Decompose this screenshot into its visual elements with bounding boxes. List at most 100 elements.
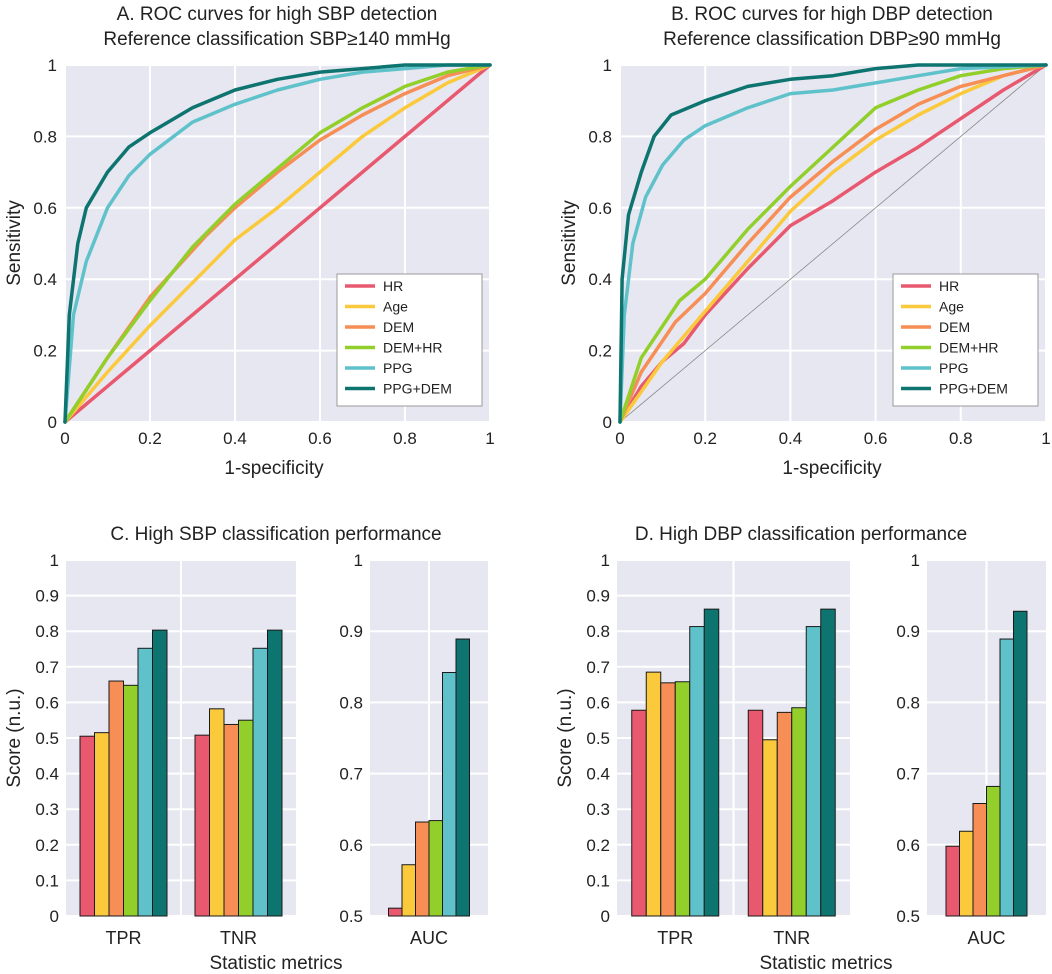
bar-tnr-age	[762, 739, 778, 917]
panel-a-xlabel: 1-specificity	[224, 458, 324, 479]
y-tick-label: 0.7	[339, 765, 363, 784]
panel-a-title: A. ROC curves for high SBP detection	[117, 4, 438, 25]
y-tick-label: 0.2	[588, 342, 612, 361]
bar-tnr-dem-plus-hr	[238, 719, 254, 917]
roc-curve-ppg-plus-dem	[63, 63, 492, 424]
bar-tpr-age	[645, 671, 662, 917]
bar-tnr-ppg-plus-dem	[820, 608, 836, 917]
bar-auc-age	[959, 830, 974, 917]
panel-c-sbp-performance: C. High SBP classification performance S…	[4, 524, 488, 974]
y-tick-label: 0.2	[586, 836, 610, 855]
y-tick-label: 0.6	[896, 836, 920, 855]
y-tick-label: 0.5	[896, 907, 920, 926]
y-tick-label: 0.6	[33, 199, 57, 218]
bar-tpr-dem	[108, 680, 124, 917]
roc-curve-ppg-plus-dem	[618, 63, 1048, 424]
category-label: AUC	[967, 928, 1005, 948]
legend-label: DEM+HR	[939, 340, 999, 356]
panel-b-xlabel: 1-specificity	[782, 458, 882, 479]
y-tick-label: 0.1	[35, 871, 59, 890]
roc-curve-dem-plus-hr	[63, 63, 492, 424]
y-tick-label: 1	[354, 551, 363, 570]
y-tick-label: 0.6	[588, 199, 612, 218]
y-tick-label: 1	[601, 551, 610, 570]
legend-label: HR	[939, 278, 959, 294]
x-tick-label: 1	[1041, 429, 1050, 448]
bar-auc-ppg	[999, 638, 1014, 917]
bar-auc-hr	[945, 845, 960, 917]
y-tick-label: 1	[50, 551, 59, 570]
legend-label: PPG+DEM	[939, 381, 1008, 397]
chance-diagonal	[619, 64, 1047, 423]
panel-a-roc-sbp: A. ROC curves for high SBP detection Ref…	[4, 4, 495, 479]
y-tick-label: 0.8	[33, 127, 57, 146]
legend-label: PPG	[939, 360, 969, 376]
bar-auc-ppg-plus-dem	[455, 638, 470, 917]
bar-tpr-dem-plus-hr	[674, 681, 691, 917]
roc-curve-dem-plus-hr	[618, 63, 1048, 424]
bar-auc-ppg-plus-dem	[1013, 610, 1028, 917]
y-tick-label: 1	[911, 551, 920, 570]
y-tick-label: 0	[603, 413, 612, 432]
x-tick-label: 0.4	[779, 429, 803, 448]
x-tick-label: 0	[60, 429, 69, 448]
bar-auc-dem-plus-hr	[986, 785, 1001, 917]
bar-tpr-ppg	[137, 647, 153, 917]
bar-tnr-ppg	[252, 647, 268, 917]
x-tick-label: 0.8	[949, 429, 973, 448]
legend-label: HR	[383, 278, 403, 294]
y-tick-label: 0.8	[896, 693, 920, 712]
x-tick-label: 1	[485, 429, 494, 448]
legend-label: Age	[939, 299, 964, 315]
bar-tnr-ppg-plus-dem	[267, 629, 283, 917]
bar-auc-dem	[972, 803, 987, 917]
bar-tnr-dem	[776, 711, 793, 917]
y-tick-label: 0	[601, 907, 610, 926]
y-tick-label: 0.7	[35, 658, 59, 677]
y-tick-label: 0.8	[339, 693, 363, 712]
roc-curve-ppg	[618, 63, 1048, 424]
category-label: TNR	[773, 928, 810, 948]
y-tick-label: 0.9	[896, 622, 920, 641]
bar-tpr-hr	[631, 709, 647, 917]
y-tick-label: 0.5	[339, 907, 363, 926]
y-tick-label: 0.7	[896, 765, 920, 784]
x-tick-label: 0.4	[223, 429, 247, 448]
y-tick-label: 0.4	[586, 765, 610, 784]
y-tick-label: 0.2	[33, 342, 57, 361]
x-tick-label: 0	[615, 429, 624, 448]
bar-tnr-hr	[747, 709, 764, 917]
y-tick-label: 0.6	[35, 693, 59, 712]
panel-b-roc-dbp: B. ROC curves for high DBP detection Ref…	[559, 4, 1051, 479]
bar-tnr-age	[209, 708, 225, 917]
y-tick-label: 0.4	[588, 270, 612, 289]
panel-b-subtitle: Reference classification DBP≥90 mmHg	[663, 29, 1001, 50]
legend-label: DEM+HR	[383, 340, 443, 356]
y-tick-label: 0.3	[586, 800, 610, 819]
panel-d-xlabel: Statistic metrics	[759, 953, 892, 974]
panel-c-title: C. High SBP classification performance	[110, 524, 441, 545]
panel-c-ylabel: Score (n.u.)	[4, 688, 25, 787]
bar-tpr-ppg-plus-dem	[152, 629, 168, 917]
y-tick-label: 0.9	[586, 587, 610, 606]
category-label: AUC	[410, 928, 448, 948]
panel-b-ylabel: Sensitivity	[559, 200, 580, 286]
x-tick-label: 0.2	[138, 429, 162, 448]
panel-b-title: B. ROC curves for high DBP detection	[671, 4, 993, 25]
bar-tnr-dem-plus-hr	[791, 707, 807, 917]
roc-curve-ppg	[63, 63, 492, 424]
bar-auc-ppg	[442, 671, 457, 917]
legend-label: PPG	[383, 360, 413, 376]
y-tick-label: 0.6	[586, 693, 610, 712]
x-tick-label: 0.6	[864, 429, 888, 448]
bar-tpr-age	[94, 732, 110, 917]
x-tick-label: 0.2	[693, 429, 717, 448]
panel-d-title: D. High DBP classification performance	[635, 524, 967, 545]
roc-curve-age	[63, 63, 492, 424]
y-tick-label: 0.8	[35, 622, 59, 641]
y-tick-label: 0	[48, 413, 57, 432]
y-tick-label: 0.8	[586, 622, 610, 641]
bar-tpr-dem-plus-hr	[123, 684, 139, 917]
panel-d-dbp-performance: D. High DBP classification performance S…	[555, 524, 1046, 974]
